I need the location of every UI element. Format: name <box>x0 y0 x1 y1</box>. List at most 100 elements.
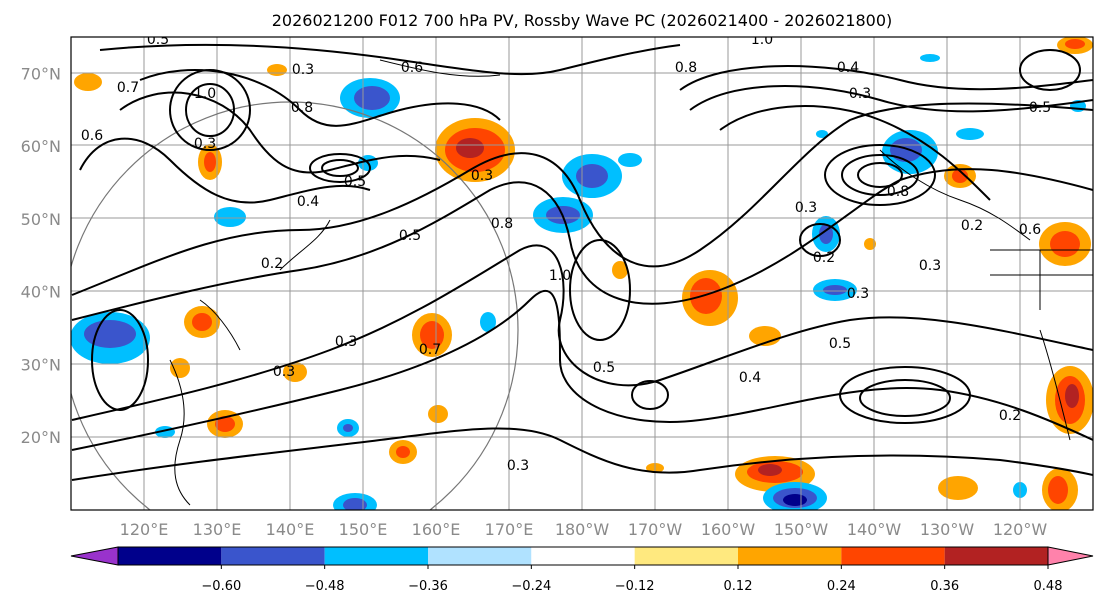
anomaly-negative <box>576 164 608 188</box>
colorbar-segment <box>324 547 428 565</box>
lon-tick-label: 150°E <box>339 520 388 539</box>
contour-label: 0.3 <box>335 334 357 350</box>
contour-closed <box>185 83 235 137</box>
contour-label: 0.2 <box>261 256 283 272</box>
figure-title: 2026021200 F012 700 hPa PV, Rossby Wave … <box>272 11 893 30</box>
contour-closed <box>839 366 971 424</box>
contour-closed <box>841 154 919 196</box>
anomaly-positive <box>170 358 190 378</box>
colorbar-segment <box>221 547 325 565</box>
contour-label: 0.3 <box>292 62 314 78</box>
contour-closed <box>857 162 903 188</box>
coastline <box>199 299 241 351</box>
colorbar-segment <box>531 547 635 565</box>
anomaly-positive <box>1065 39 1085 49</box>
gridlines <box>71 37 1093 510</box>
contour-closed <box>91 309 149 411</box>
lon-tick-label: 160°E <box>412 520 461 539</box>
contour-line <box>79 137 371 204</box>
contour-label: 0.4 <box>297 194 319 210</box>
anomaly-positive <box>74 73 102 91</box>
anomaly-positive <box>612 261 628 279</box>
anomaly-negative <box>890 138 922 162</box>
contour-line <box>71 290 1093 451</box>
contour-label: 0.7 <box>419 342 441 358</box>
contour-closed <box>799 223 841 257</box>
anomaly-positive <box>456 138 484 158</box>
lon-tick-label: 180°W <box>555 520 610 539</box>
contour-label: 1.0 <box>549 268 571 284</box>
contour-label: 0.8 <box>291 100 313 116</box>
lat-tick-label: 60°N <box>21 137 61 156</box>
contour-labels: 0.5 0.3 0.6 0.8 1.0 0.7 0.6 0.3 0.5 0.4 0.5 0.2 0.3 0… <box>81 32 1051 474</box>
contour-label: 0.8 <box>887 184 909 200</box>
contour-label: 0.8 <box>675 60 697 76</box>
anomaly-positive <box>204 152 216 172</box>
contour-line <box>719 105 991 201</box>
map-frame <box>70 36 1094 511</box>
coastlines <box>169 59 1093 506</box>
contour-label: 0.5 <box>344 174 366 190</box>
contour-label: 0.4 <box>739 370 761 386</box>
contour-closed <box>631 380 669 410</box>
contour-label: 0.7 <box>117 80 139 96</box>
colorbar-frame <box>117 546 1049 566</box>
coastline <box>990 249 1093 310</box>
lon-tick-label: 140°E <box>266 520 315 539</box>
colorbar-tick-label: −0.36 <box>408 579 448 594</box>
lon-tick-label: 120°E <box>120 520 169 539</box>
contour-closed <box>569 239 631 341</box>
coastline <box>379 59 501 77</box>
contour-line <box>71 102 1093 296</box>
anomaly-negative <box>343 498 367 510</box>
contour-label: 1.0 <box>751 32 773 48</box>
anomaly-negative <box>816 130 828 138</box>
anomaly-positive <box>864 238 876 250</box>
contour-line <box>71 244 1093 421</box>
contour-label: 0.5 <box>829 336 851 352</box>
lon-tick-label: 150°W <box>774 520 829 539</box>
contour-closed <box>1019 49 1081 91</box>
contour-label: 0.3 <box>795 200 817 216</box>
contour-label: 0.5 <box>1029 100 1051 116</box>
colorbar-tick-label: −0.12 <box>615 579 655 594</box>
lon-tick-label: 160°W <box>701 520 756 539</box>
anomaly-negative <box>214 207 246 227</box>
contour-closed <box>321 159 359 177</box>
colorbar-extend-high <box>1047 546 1094 566</box>
colorbar-segment <box>634 547 738 565</box>
coastline <box>1039 329 1071 441</box>
contour-closed <box>859 379 951 417</box>
contour-label: 0.2 <box>813 250 835 266</box>
coastline <box>879 149 1031 241</box>
contour-label: 0.6 <box>401 60 423 76</box>
lon-tick-label: 130°W <box>920 520 975 539</box>
lat-tick-label: 40°N <box>21 283 61 302</box>
contour-label: 0.8 <box>491 216 513 232</box>
anomaly-negative <box>618 153 642 167</box>
contour-label: 0.3 <box>849 86 871 102</box>
contour-label: 0.3 <box>194 136 216 152</box>
lon-tick-label: 170°E <box>485 520 534 539</box>
colorbar-segment <box>738 547 842 565</box>
anomaly-negative <box>823 285 847 295</box>
anomaly-positive <box>690 278 722 314</box>
lon-tick-label: 140°W <box>847 520 902 539</box>
lon-tick-label: 170°W <box>628 520 683 539</box>
contour-label: 0.3 <box>919 258 941 274</box>
anomaly-positive <box>938 476 978 500</box>
lat-tick-label: 30°N <box>21 355 61 374</box>
colorbar-tick-label: 0.36 <box>930 579 959 594</box>
lon-tick-label: 120°W <box>993 520 1048 539</box>
contour-label: 0.3 <box>507 458 529 474</box>
contour-label: 0.3 <box>471 168 493 184</box>
lat-tick-label: 70°N <box>21 64 61 83</box>
lat-tick-label: 50°N <box>21 210 61 229</box>
colorbar-tick-label: −0.24 <box>511 579 551 594</box>
contour-label: 0.5 <box>593 360 615 376</box>
contour-label: 0.6 <box>1019 222 1041 238</box>
colorbar-segment <box>841 547 945 565</box>
contour-label: 1.0 <box>194 86 216 102</box>
contour-line <box>689 85 1093 113</box>
